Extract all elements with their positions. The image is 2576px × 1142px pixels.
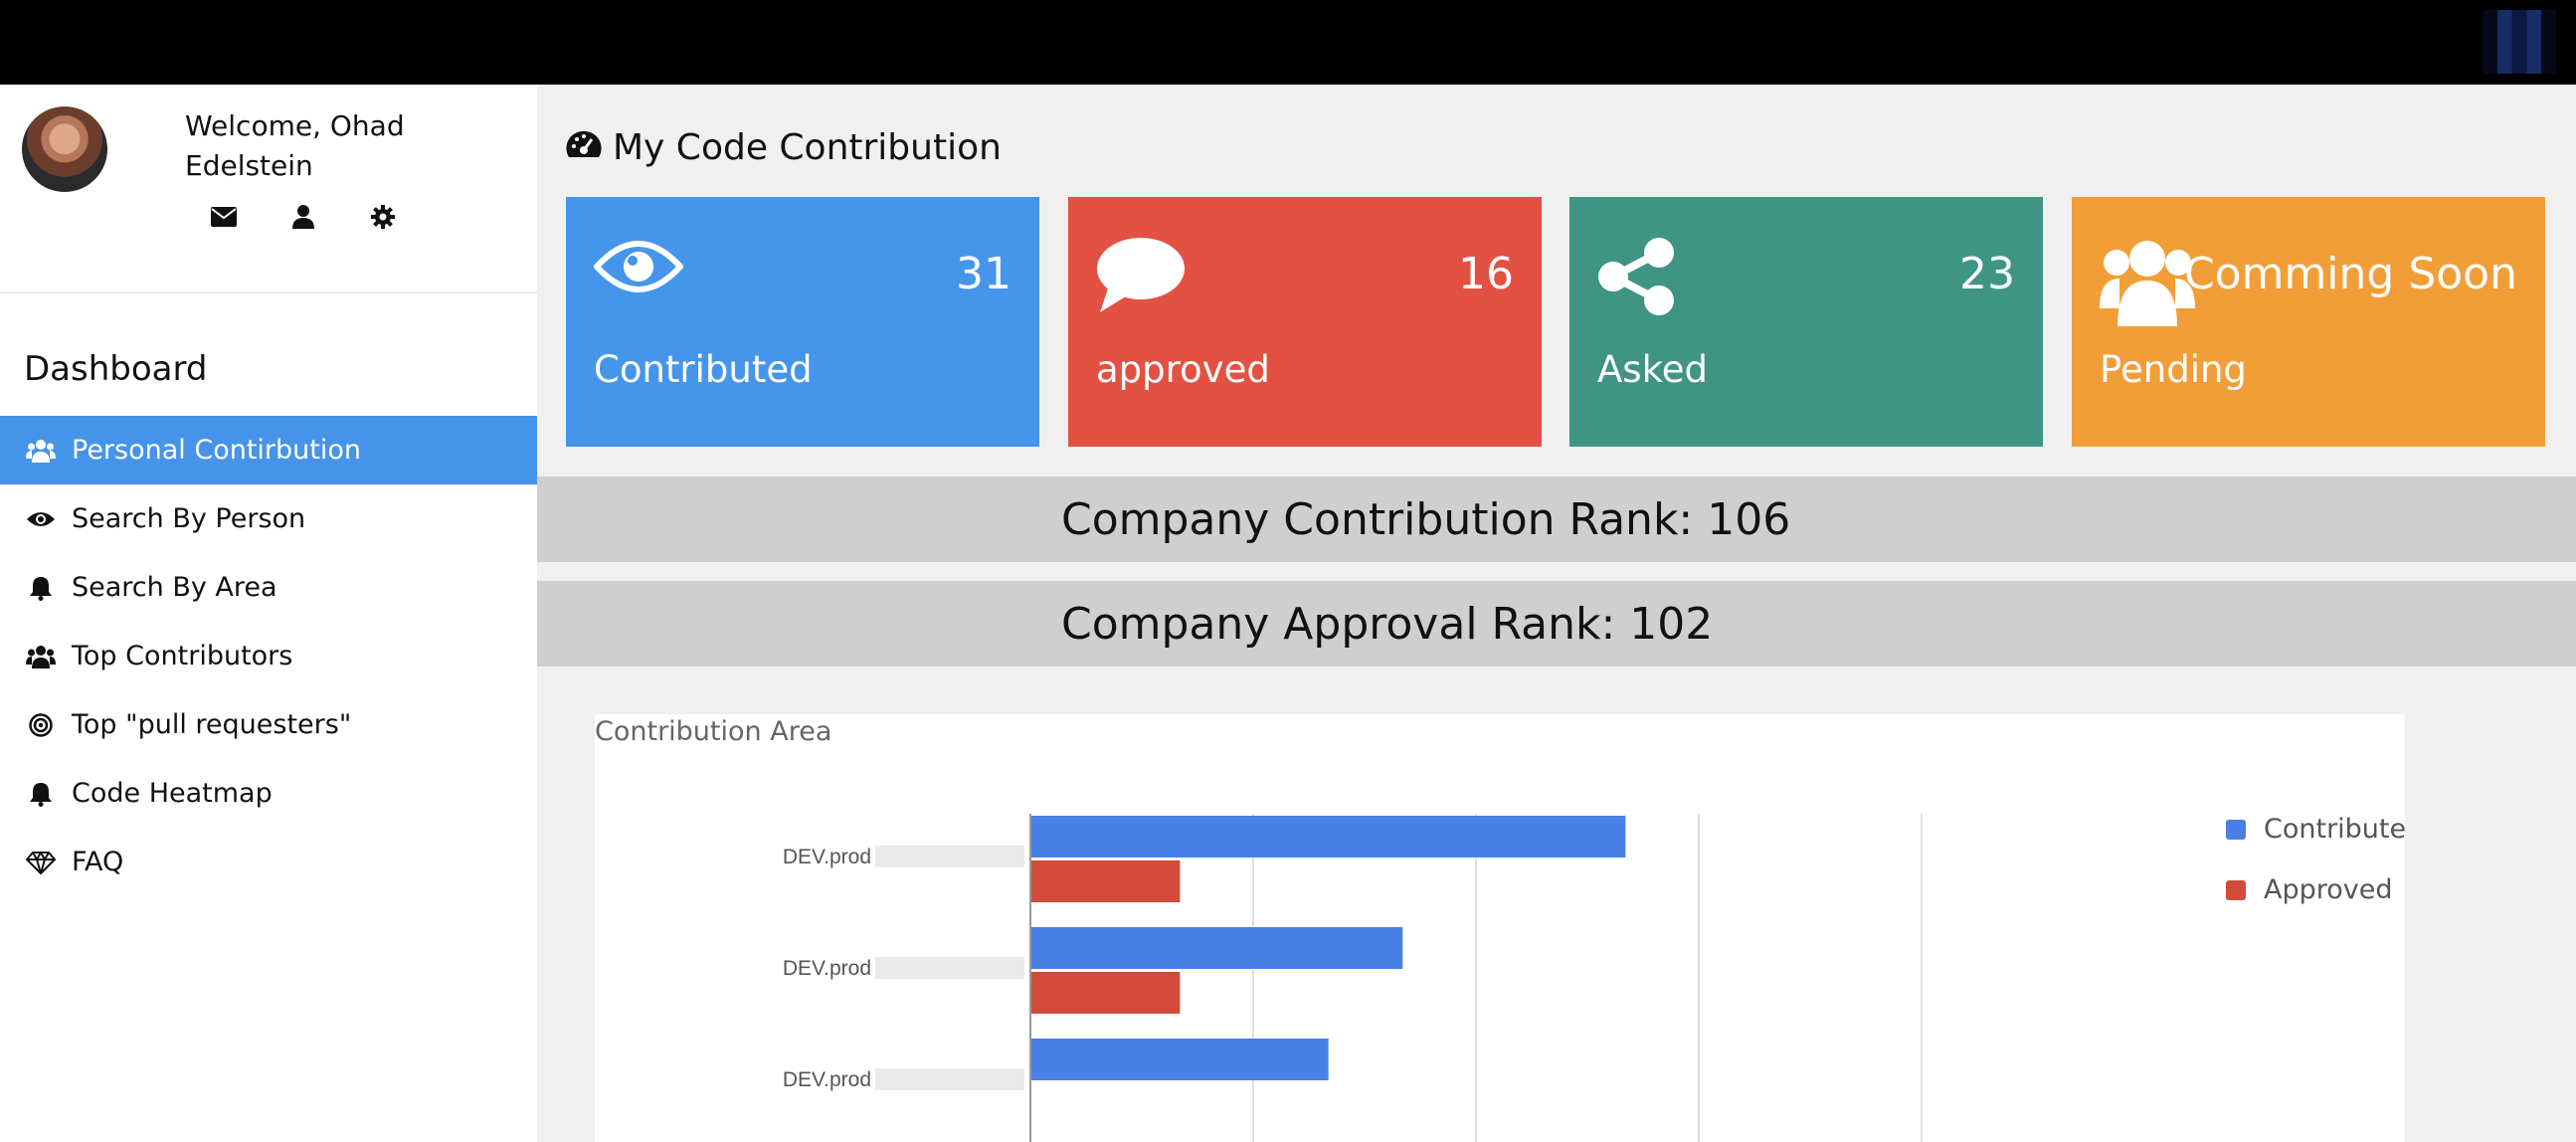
page-title-text: My Code Contribution [613, 127, 1002, 168]
asked-label: Asked [1597, 348, 1708, 391]
contribution-rank-text: Company Contribution Rank: 106 [1061, 493, 1791, 545]
comment-icon [1096, 237, 1186, 318]
eye-icon [592, 237, 685, 300]
sidebar-item-top-contributors[interactable]: Top Contributors [0, 622, 537, 690]
chart-category-label: DEV.prod [783, 846, 871, 868]
sidebar-item-label: Personal Contirbution [72, 435, 362, 466]
contribution-area-chart: Contribution Area DEV.prod DEV.prod DEV.pr… [595, 714, 2405, 1142]
sidebar-item-top-pull-requesters[interactable]: Top "pull requesters" [0, 690, 537, 759]
sidebar-item-label: Top Contributors [72, 641, 293, 671]
eye-icon [26, 504, 56, 534]
user-icon[interactable] [288, 202, 318, 232]
contributed-card[interactable]: 31 Contributed [566, 197, 1039, 447]
approval-rank-banner: Company Approval Rank: 102 [537, 581, 2576, 666]
sidebar-item-search-by-area[interactable]: Search By Area [0, 553, 537, 622]
users-icon [2100, 237, 2195, 330]
gear-icon[interactable] [368, 202, 398, 232]
dashboard-heading: Dashboard [24, 349, 208, 389]
sidebar-item-label: FAQ [72, 847, 124, 877]
user-actions [209, 202, 398, 232]
dashboard-gauge-icon [565, 129, 603, 167]
chart-bar [1031, 972, 1181, 1014]
sidebar-item-search-by-person[interactable]: Search By Person [0, 484, 537, 553]
diamond-icon [26, 848, 56, 877]
chart-bar [1031, 816, 1626, 857]
sidebar-divider [0, 291, 537, 293]
envelope-icon[interactable] [209, 202, 239, 232]
sidebar-item-label: Top "pull requesters" [72, 709, 352, 740]
chart-bar [1031, 860, 1181, 902]
chart-title: Contribution Area [595, 716, 832, 747]
sidebar-item-personal-contribution[interactable]: Personal Contirbution [0, 416, 537, 484]
avatar[interactable] [22, 106, 107, 192]
approved-count: 16 [1458, 249, 1514, 299]
sidebar-nav: Personal Contirbution Search By Person S… [0, 416, 537, 896]
brand-logo[interactable] [2483, 10, 2556, 74]
users-icon [26, 436, 56, 466]
legend-label: Approved [2264, 874, 2393, 905]
sidebar-item-label: Code Heatmap [72, 778, 273, 809]
sidebar: Welcome, Ohad Edelstein Dashboard Person… [0, 85, 537, 1142]
sidebar-item-label: Search By Person [72, 503, 306, 534]
contributed-count: 31 [956, 249, 1012, 299]
chart-plot: DEV.prod DEV.prod DEV.prod [783, 814, 1923, 1142]
asked-card[interactable]: 23 Asked [1569, 197, 2043, 447]
users-icon [26, 642, 56, 671]
sidebar-item-code-heatmap[interactable]: Code Heatmap [0, 759, 537, 828]
approved-label: approved [1096, 348, 1270, 391]
pending-status: Comming Soon [2183, 249, 2517, 299]
page-title: My Code Contribution [565, 127, 1002, 168]
chart-category-label: DEV.prod [783, 957, 871, 980]
bell-icon [26, 779, 56, 809]
legend-item-contributed[interactable]: Contributed [2226, 814, 2405, 845]
chart-bar [1031, 1039, 1329, 1080]
redacted-label-blur [875, 957, 1024, 979]
sidebar-item-faq[interactable]: FAQ [0, 828, 537, 896]
top-bar [0, 0, 2576, 85]
legend-swatch [2226, 879, 2246, 900]
pending-card[interactable]: Comming Soon Pending [2072, 197, 2545, 447]
approval-rank-text: Company Approval Rank: 102 [1061, 598, 1714, 650]
pending-label: Pending [2100, 348, 2247, 391]
redacted-label-blur [875, 1068, 1024, 1090]
legend-label: Contributed [2264, 814, 2405, 845]
contribution-rank-banner: Company Contribution Rank: 106 [537, 476, 2576, 562]
legend-swatch [2226, 819, 2246, 840]
chart-category-label: DEV.prod [783, 1068, 871, 1091]
contributed-label: Contributed [594, 348, 813, 391]
bell-icon [26, 573, 56, 603]
approved-card[interactable]: 16 approved [1068, 197, 1542, 447]
chart-legend: Contributed Approved [2226, 814, 2405, 935]
sidebar-item-label: Search By Area [72, 572, 277, 603]
welcome-text: Welcome, Ohad Edelstein [185, 109, 405, 182]
chart-bar [1031, 927, 1403, 969]
legend-item-approved[interactable]: Approved [2226, 874, 2405, 905]
bullseye-icon [26, 710, 56, 740]
share-icon [1597, 237, 1677, 320]
asked-count: 23 [1959, 249, 2015, 299]
redacted-label-blur [875, 846, 1024, 867]
